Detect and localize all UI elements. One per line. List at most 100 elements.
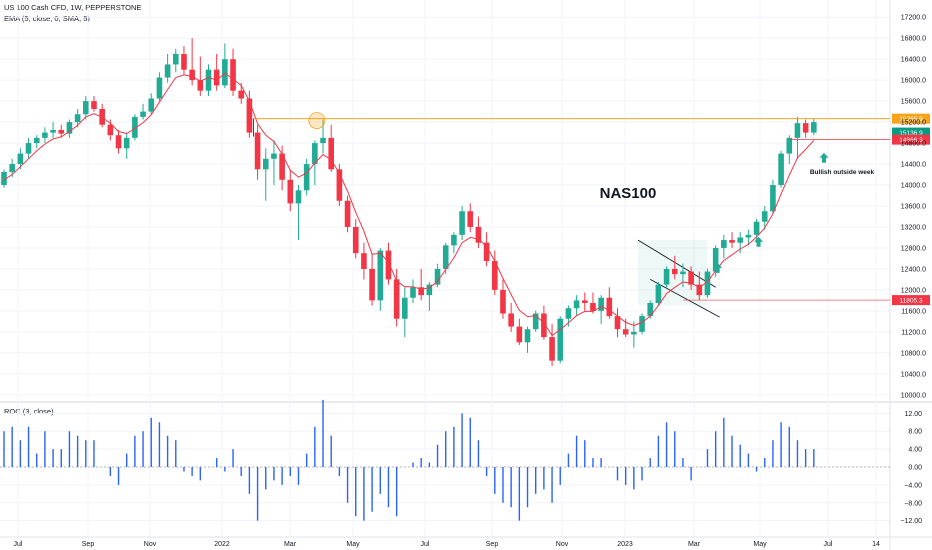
- last-price-label-bg: [892, 127, 930, 138]
- candle-body: [500, 289, 506, 314]
- candle-body: [393, 279, 400, 319]
- ema-polyline: [3, 72, 815, 337]
- roc-tick-label: −8.00: [904, 500, 922, 507]
- candle-body: [663, 268, 670, 285]
- price-tick-label: 14800.0: [901, 141, 926, 148]
- price-tick-label: 15600.0: [901, 99, 926, 106]
- candle-body: [328, 137, 334, 170]
- price-tick-label: 17200.0: [901, 15, 926, 22]
- candle-body: [622, 329, 629, 335]
- candle-body: [58, 129, 65, 134]
- price-tick-label: 11200.0: [901, 329, 926, 336]
- time-tick-label: Mar: [688, 541, 701, 548]
- roc-tick-label: −12.00: [900, 518, 922, 525]
- price-tick-label: 10800.0: [901, 350, 926, 357]
- candle-body: [492, 261, 498, 290]
- time-axis[interactable]: Jul Sep Nov 2022 Mar May Jul Sep Nov 2023 Mar May Ju…: [14, 541, 880, 548]
- candle-body: [377, 250, 384, 301]
- candle-body: [761, 211, 768, 222]
- candle-body: [753, 221, 760, 235]
- candle-body: [729, 240, 735, 243]
- price-tick-label: 11600.0: [901, 308, 926, 315]
- candle-body: [254, 132, 261, 170]
- roc-bars: [0, 399, 890, 521]
- candle-body: [459, 211, 465, 235]
- candle-body: [565, 308, 572, 319]
- candle-body: [238, 90, 245, 99]
- resistance-price-label-bg: [892, 113, 930, 124]
- candle-body: [794, 123, 801, 138]
- candle-body: [418, 287, 424, 296]
- candle-body: [279, 153, 285, 180]
- price-tick-label: 12400.0: [901, 266, 926, 273]
- candle-body: [614, 316, 621, 330]
- price-tick-label: 16800.0: [901, 36, 926, 43]
- candle-body: [688, 271, 694, 285]
- time-tick-label: Sep: [486, 541, 499, 548]
- ema-legend[interactable]: EMA (5, close, 0, SMA, 5): [4, 14, 90, 23]
- candle-body: [655, 284, 662, 303]
- flag-trendline-lower: [650, 279, 720, 318]
- candle-body: [107, 124, 114, 136]
- candle-body: [222, 59, 228, 86]
- price-tick-label: 10000.0: [901, 392, 926, 399]
- candle-body: [352, 226, 359, 254]
- price-tick-label: 16400.0: [901, 57, 926, 64]
- candle-body: [524, 329, 531, 343]
- candle-body: [42, 132, 48, 138]
- candle-body: [606, 297, 613, 317]
- support-price-label: 11805.3: [899, 298, 922, 305]
- candle-body: [541, 313, 547, 338]
- roc-legend[interactable]: ROC (3, close): [4, 407, 54, 416]
- candle-body: [508, 313, 514, 327]
- candle-body: [426, 284, 433, 296]
- candle-body: [181, 53, 187, 70]
- candle-body: [516, 326, 523, 343]
- time-tick-label: Sep: [82, 541, 95, 548]
- candle-body: [671, 268, 678, 275]
- candle-body: [737, 237, 743, 243]
- candle-body: [172, 53, 179, 65]
- candle-body: [647, 303, 654, 317]
- candle-body: [483, 242, 490, 262]
- price-tick-label: 12800.0: [901, 245, 926, 252]
- ema-price-label: 14866.3: [899, 137, 923, 144]
- candle-body: [205, 69, 212, 91]
- roc-tick-label: −4.00: [904, 482, 922, 489]
- candle-body: [230, 59, 236, 91]
- ema-price-label-bg: [892, 134, 930, 145]
- roc-tick-label: 0.00: [908, 465, 922, 472]
- candle-body: [148, 98, 155, 112]
- time-tick-label: Mar: [284, 541, 297, 548]
- candle-body: [451, 234, 457, 246]
- candle-body: [712, 247, 719, 272]
- candle-body: [91, 101, 97, 109]
- candle-body: [402, 297, 408, 319]
- candle-body: [74, 114, 81, 123]
- candle-body: [598, 297, 604, 311]
- bullish-outside-week-note: Bullish outside week: [810, 169, 875, 176]
- time-tick-label: Jul: [824, 541, 833, 548]
- price-axis[interactable]: 17200.0 16800.0 16400.0 16000.0 15600.0 15200…: [900, 15, 926, 525]
- roc-tick-label: 12.00: [904, 411, 922, 418]
- candle-body: [66, 122, 73, 134]
- candle-body: [312, 143, 318, 165]
- candle-body: [336, 169, 343, 201]
- price-tick-label: 15200.0: [901, 120, 926, 127]
- resistance-touch-marker: [308, 112, 326, 130]
- candle-body: [802, 123, 809, 133]
- time-tick-label: 2022: [214, 541, 230, 548]
- candle-body: [164, 64, 171, 78]
- price-tick-label: 14400.0: [901, 162, 926, 169]
- candle-body: [680, 271, 686, 275]
- candle-body: [83, 101, 89, 115]
- candles: [1, 38, 817, 366]
- candle-body: [33, 137, 40, 144]
- candle-body: [262, 158, 269, 170]
- candle-body: [369, 268, 375, 301]
- candle-body: [778, 153, 784, 186]
- resistance-price-label: 15265.9: [899, 116, 923, 123]
- candle-body: [639, 316, 645, 332]
